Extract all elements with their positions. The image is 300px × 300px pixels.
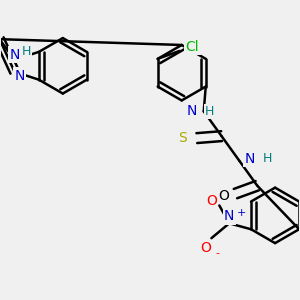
Text: +: +: [236, 208, 246, 218]
Text: N: N: [244, 152, 254, 166]
Text: O: O: [206, 194, 217, 208]
Text: H: H: [22, 45, 31, 58]
Text: -: -: [215, 248, 219, 258]
Text: Cl: Cl: [185, 40, 199, 54]
Text: S: S: [178, 131, 187, 145]
Text: H: H: [205, 105, 214, 118]
Text: H: H: [262, 152, 272, 165]
Text: N: N: [14, 69, 25, 83]
Text: O: O: [218, 189, 229, 202]
Text: N: N: [9, 48, 20, 62]
Text: N: N: [187, 104, 197, 118]
Text: N: N: [224, 209, 234, 224]
Text: O: O: [200, 241, 211, 255]
